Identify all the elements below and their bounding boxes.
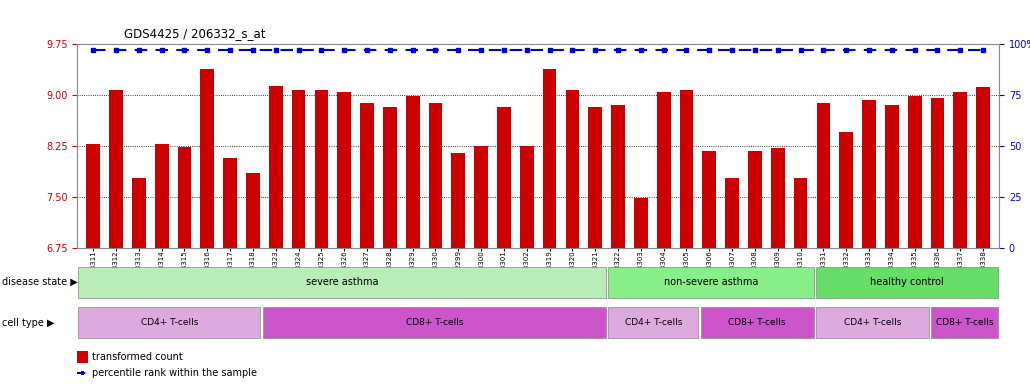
Bar [931,307,998,338]
Bar [817,103,830,248]
Bar [839,132,853,248]
Bar [428,103,442,248]
Bar [406,96,419,248]
Text: cell type ▶: cell type ▶ [2,318,55,328]
Bar [611,105,625,248]
Bar [81,371,84,375]
Bar [177,147,192,248]
Bar [862,101,876,248]
Bar [77,351,88,363]
Bar [520,146,534,248]
Bar [543,69,556,248]
Bar [383,107,397,248]
Bar [360,103,374,248]
Text: CD8+ T-cells: CD8+ T-cells [728,318,786,327]
Text: percentile rank within the sample: percentile rank within the sample [92,368,256,378]
Bar [263,307,607,338]
Bar [816,307,929,338]
Bar [269,86,282,248]
Bar [680,90,693,248]
Bar [451,153,466,248]
Text: non-severe asthma: non-severe asthma [663,277,758,287]
Text: GDS4425 / 206332_s_at: GDS4425 / 206332_s_at [124,26,265,40]
Bar [474,146,488,248]
Bar [976,87,990,248]
Bar [78,267,607,298]
Bar [634,198,648,248]
Bar [702,151,716,248]
Bar [816,267,998,298]
Bar [246,173,260,248]
Bar [201,69,214,248]
Bar [954,92,967,248]
Bar [885,105,899,248]
Bar [132,178,145,248]
Text: CD4+ T-cells: CD4+ T-cells [844,318,901,327]
Bar [748,151,762,248]
Bar [154,144,169,248]
Bar [291,89,306,248]
Bar [87,144,100,248]
Bar [725,178,739,248]
Bar [224,158,237,248]
Text: CD8+ T-cells: CD8+ T-cells [936,318,993,327]
Bar [588,107,603,248]
Bar [497,107,511,248]
Text: severe asthma: severe asthma [306,277,379,287]
Bar [609,267,814,298]
Text: CD4+ T-cells: CD4+ T-cells [625,318,682,327]
Text: disease state ▶: disease state ▶ [2,277,78,287]
Bar [314,90,329,248]
Text: healthy control: healthy control [870,277,943,287]
Bar [794,178,808,248]
Bar [609,307,698,338]
Bar [78,307,261,338]
Text: CD8+ T-cells: CD8+ T-cells [406,318,464,327]
Bar [657,92,671,248]
Text: transformed count: transformed count [92,352,182,362]
Bar [338,92,351,248]
Bar [770,148,785,248]
Bar [565,89,579,248]
Bar [109,90,123,248]
Bar [907,96,922,248]
Bar [931,98,945,248]
Text: CD4+ T-cells: CD4+ T-cells [141,318,198,327]
Bar [700,307,814,338]
